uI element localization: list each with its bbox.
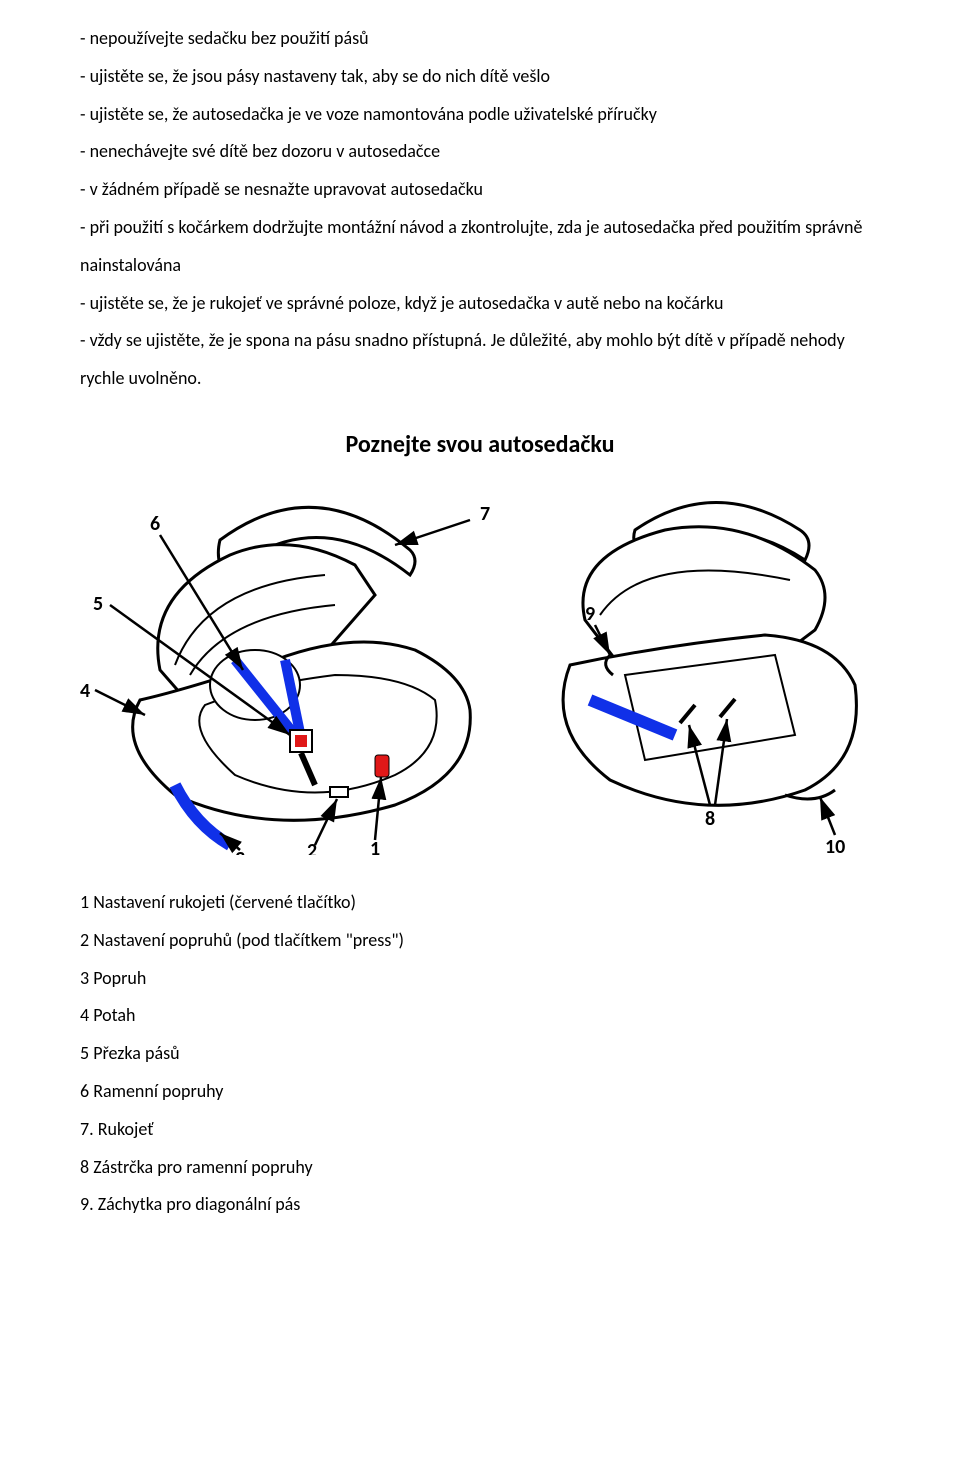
label-1: 1 <box>370 837 380 855</box>
bullet-item-6: - při použití s kočárkem dodržujte montá… <box>80 209 880 285</box>
legend-9: 9. Záchytka pro diagonální pás <box>80 1186 880 1224</box>
label-7: 7 <box>480 502 490 526</box>
label-10: 10 <box>825 835 845 855</box>
page-content: - nepoužívejte sedačku bez použití pásů … <box>0 0 960 1264</box>
label-8: 8 <box>705 807 715 831</box>
bullet-item-4: - nenechávejte své dítě bez dozoru v aut… <box>80 133 880 171</box>
legend-2: 2 Nastavení popruhů (pod tlačítkem "pres… <box>80 922 880 960</box>
carseat-front-svg: 6 7 5 4 1 2 3 <box>75 475 505 855</box>
legend-1: 1 Nastavení rukojeti (červené tlačítko) <box>80 884 880 922</box>
bullet-item-1: - nepoužívejte sedačku bez použití pásů <box>80 20 880 58</box>
carseat-front-diagram: 6 7 5 4 1 2 3 <box>75 475 505 860</box>
carseat-back-diagram: 9 8 10 <box>515 475 885 860</box>
label-5: 5 <box>93 592 103 616</box>
legend-4: 4 Potah <box>80 997 880 1035</box>
legend-8: 8 Zástrčka pro ramenní popruhy <box>80 1149 880 1187</box>
label-3: 3 <box>235 847 245 855</box>
diagram-row: 6 7 5 4 1 2 3 <box>80 475 880 860</box>
bullet-item-5: - v žádném případě se nesnažte upravovat… <box>80 171 880 209</box>
bullet-item-2: - ujistěte se, že jsou pásy nastaveny ta… <box>80 58 880 96</box>
legend-5: 5 Přezka pásů <box>80 1035 880 1073</box>
label-9: 9 <box>585 602 595 626</box>
label-4: 4 <box>80 679 90 703</box>
bullet-item-7: - ujistěte se, že je rukojeť ve správné … <box>80 285 880 323</box>
bullet-item-3: - ujistěte se, že autosedačka je ve voze… <box>80 96 880 134</box>
legend-7: 7. Rukojeť <box>80 1111 880 1149</box>
bullet-item-8: - vždy se ujistěte, že je spona na pásu … <box>80 322 880 398</box>
label-2: 2 <box>307 839 317 855</box>
label-6: 6 <box>150 512 160 536</box>
legend-6: 6 Ramenní popruhy <box>80 1073 880 1111</box>
carseat-back-svg: 9 8 10 <box>515 475 885 855</box>
section-heading: Poznejte svou autosedačku <box>80 430 880 459</box>
legend-3: 3 Popruh <box>80 960 880 998</box>
